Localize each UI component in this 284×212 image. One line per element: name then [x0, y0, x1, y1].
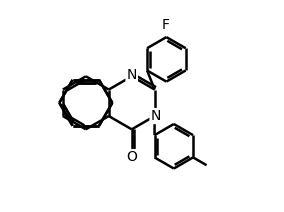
Text: N: N — [127, 68, 137, 82]
Text: O: O — [126, 150, 137, 164]
Text: N: N — [151, 109, 161, 123]
Text: F: F — [161, 18, 169, 32]
